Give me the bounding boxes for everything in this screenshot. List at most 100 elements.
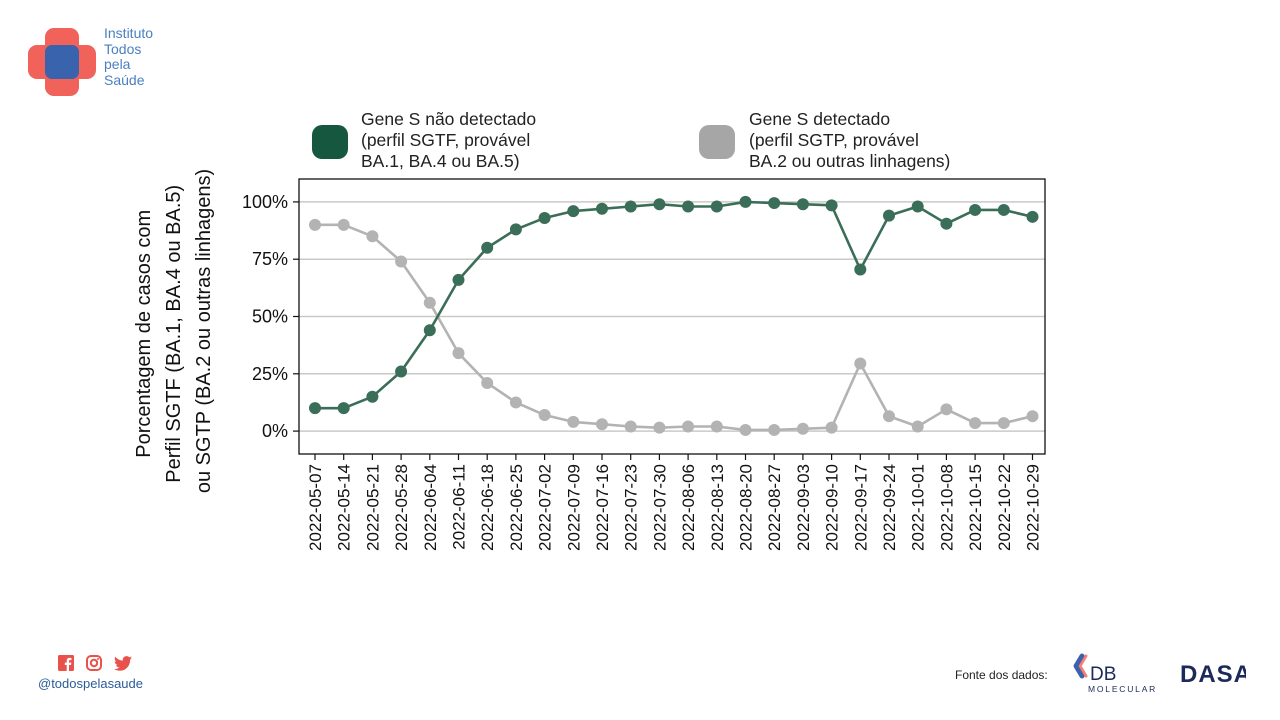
data-point — [739, 423, 752, 436]
data-point — [423, 296, 436, 309]
x-tick-label: 2022-07-02 — [536, 464, 555, 551]
x-tick-label: 2022-06-11 — [450, 464, 469, 550]
facebook-icon[interactable] — [58, 655, 74, 671]
social-icons — [58, 655, 132, 671]
data-point — [481, 376, 494, 389]
org-name: Instituto Todos pela Saúde — [104, 25, 154, 88]
x-tick-label: 2022-07-30 — [650, 464, 669, 551]
y-axis-ticks: 0% 25% 50% 75% 100% — [242, 192, 299, 441]
data-point — [452, 273, 465, 286]
data-point — [624, 200, 637, 213]
cross-logo-icon — [28, 28, 96, 96]
dasa-logo-text: DASA — [1180, 661, 1246, 686]
data-point — [997, 203, 1010, 216]
data-point — [997, 417, 1010, 430]
data-point — [710, 200, 723, 213]
data-point — [883, 209, 895, 222]
data-point — [567, 415, 580, 428]
series-sgtp — [309, 218, 1039, 436]
data-point — [854, 263, 867, 276]
y-axis-label: Porcentagem de casos com Perfil SGTF (BA… — [133, 169, 215, 493]
x-tick-label: 2022-05-14 — [335, 464, 354, 551]
data-point — [796, 422, 809, 435]
data-point — [911, 420, 924, 433]
twitter-icon[interactable] — [114, 655, 132, 671]
data-point — [538, 409, 551, 422]
x-tick-label: 2022-06-04 — [421, 464, 440, 551]
x-tick-label: 2022-05-28 — [392, 464, 411, 551]
data-point — [395, 365, 408, 378]
x-tick-label: 2022-06-18 — [478, 464, 497, 551]
x-tick-label: 2022-10-15 — [966, 464, 985, 551]
data-point — [509, 396, 522, 409]
x-tick-label: 2022-10-22 — [995, 464, 1014, 551]
data-point — [768, 197, 781, 210]
data-point — [710, 420, 723, 433]
data-point — [883, 410, 895, 423]
data-point — [653, 421, 666, 434]
data-point — [395, 255, 408, 268]
data-point — [366, 390, 379, 403]
y-axis-label-line: Porcentagem de casos com — [133, 210, 155, 458]
x-tick-label: 2022-10-08 — [937, 464, 956, 551]
grid-lines — [299, 201, 1045, 432]
social-handle[interactable]: @todospelasaude — [38, 676, 143, 691]
x-tick-label: 2022-10-01 — [909, 464, 928, 551]
x-tick-label: 2022-08-27 — [765, 464, 784, 551]
legend-line: BA.1, BA.4 ou BA.5) — [361, 151, 520, 171]
data-point — [509, 223, 522, 236]
legend-line: Gene S não detectado — [361, 109, 536, 129]
data-point — [854, 357, 867, 370]
x-tick-label: 2022-07-09 — [564, 464, 583, 551]
data-point — [1026, 210, 1039, 223]
data-point — [768, 423, 781, 436]
data-point — [366, 230, 379, 243]
data-point — [452, 347, 465, 360]
x-tick-label: 2022-08-13 — [708, 464, 727, 551]
legend-line: Gene S detectado — [749, 109, 890, 129]
source-label: Fonte dos dados: — [955, 668, 1048, 682]
data-point — [825, 199, 838, 212]
legend-line: BA.2 ou outras linhagens) — [749, 151, 950, 171]
data-point — [567, 205, 580, 218]
data-point — [825, 421, 838, 434]
x-tick-label: 2022-05-21 — [363, 464, 382, 551]
x-tick-label: 2022-10-29 — [1024, 464, 1043, 551]
data-point — [940, 217, 953, 230]
svg-text:Porcentagem de casos com: Porcentagem de casos com Perfil SGTF (BA… — [133, 169, 215, 493]
y-tick-label: 25% — [252, 364, 288, 384]
x-axis-ticks: 2022-05-07 2022-05-14 2022-05-21 2022-05-28… — [306, 454, 1043, 551]
series-sgtf — [309, 195, 1039, 415]
instagram-icon[interactable] — [86, 655, 102, 671]
legend-line: (perfil SGTP, provável — [749, 130, 919, 150]
y-tick-label: 75% — [252, 249, 288, 269]
data-point — [596, 202, 608, 215]
data-point — [682, 420, 695, 433]
data-point — [1026, 410, 1039, 423]
series-layer — [309, 195, 1039, 436]
db-logo-subtext: MOLECULAR — [1088, 684, 1157, 694]
data-point — [796, 198, 809, 211]
x-tick-label: 2022-07-23 — [622, 464, 641, 551]
x-tick-label: 2022-06-25 — [507, 464, 526, 551]
data-point — [940, 403, 953, 416]
line-chart: Gene S não detectado (perfil SGTF, prová… — [133, 109, 1046, 551]
db-molecular-logo: DB MOLECULAR — [1073, 653, 1157, 694]
data-point — [969, 203, 982, 216]
org-name-line: Instituto — [104, 25, 154, 41]
org-logo: Instituto Todos pela Saúde — [28, 25, 178, 98]
data-point — [538, 211, 551, 224]
org-name-line: pela — [104, 56, 131, 72]
data-point — [337, 402, 350, 415]
db-logo-text: DB — [1090, 664, 1116, 685]
data-point — [596, 418, 608, 431]
logo-center — [45, 45, 79, 79]
y-tick-label: 0% — [262, 421, 288, 441]
chart-legend: Gene S não detectado (perfil SGTF, prová… — [312, 109, 950, 171]
data-point — [309, 402, 321, 415]
x-tick-label: 2022-07-16 — [593, 464, 612, 551]
data-point — [969, 417, 982, 430]
data-point — [682, 200, 695, 213]
series-line — [315, 223, 1033, 432]
y-tick-label: 50% — [252, 307, 288, 327]
